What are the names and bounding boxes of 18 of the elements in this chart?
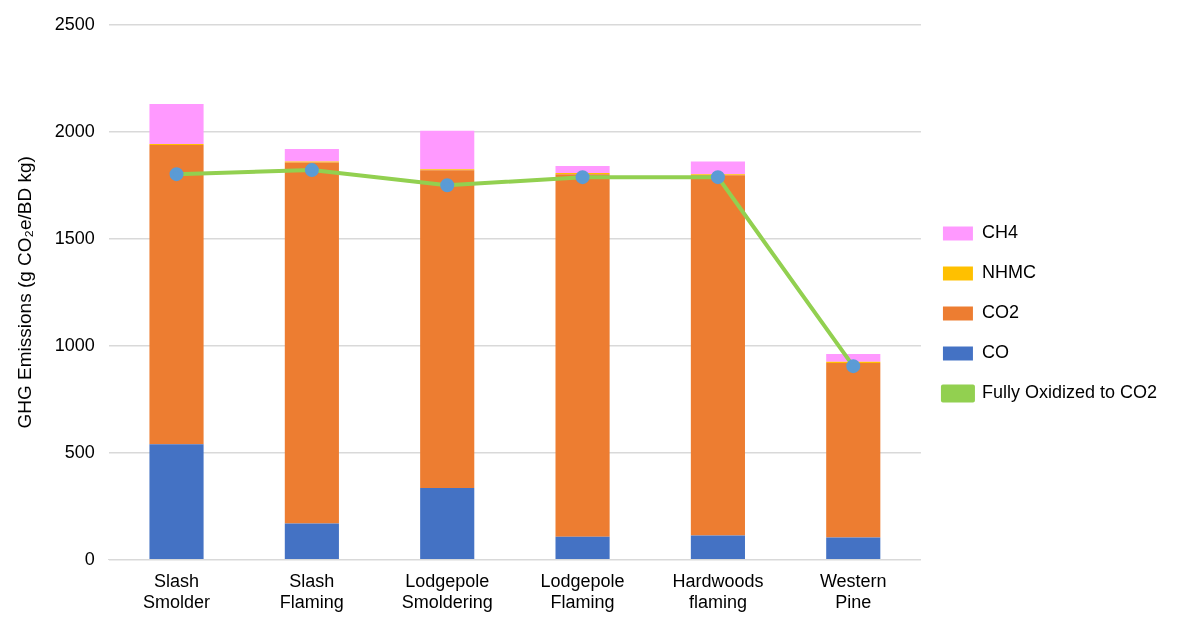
x-tick-label: Hardwoods flaming [672, 570, 764, 613]
legend-label: CO2 [981, 302, 1019, 323]
legend-label: NHMC [981, 262, 1036, 283]
y-axis-title: GHG Emissions (g CO₂e/BD kg) [13, 156, 35, 429]
legend-label: Fully Oxidized to CO2 [981, 382, 1157, 403]
x-tick-label: Lodgepole Smoldering [401, 570, 493, 613]
x-tick-label: Western Pine [819, 570, 887, 613]
y-tick-label: 500 [64, 441, 95, 462]
x-tick-label: Slash Smolder [143, 570, 211, 613]
x-tick-label: Lodgepole Flaming [540, 570, 625, 613]
legend-label: CH4 [981, 222, 1018, 243]
y-tick-label: 1000 [54, 334, 95, 355]
y-tick-label: 2000 [54, 120, 95, 141]
y-tick-label: 1500 [54, 227, 95, 248]
y-tick-label: 2500 [54, 13, 95, 34]
x-tick-label: Slash Flaming [279, 570, 344, 613]
legend-label: CO [981, 342, 1009, 363]
y-tick-label: 0 [84, 548, 95, 569]
